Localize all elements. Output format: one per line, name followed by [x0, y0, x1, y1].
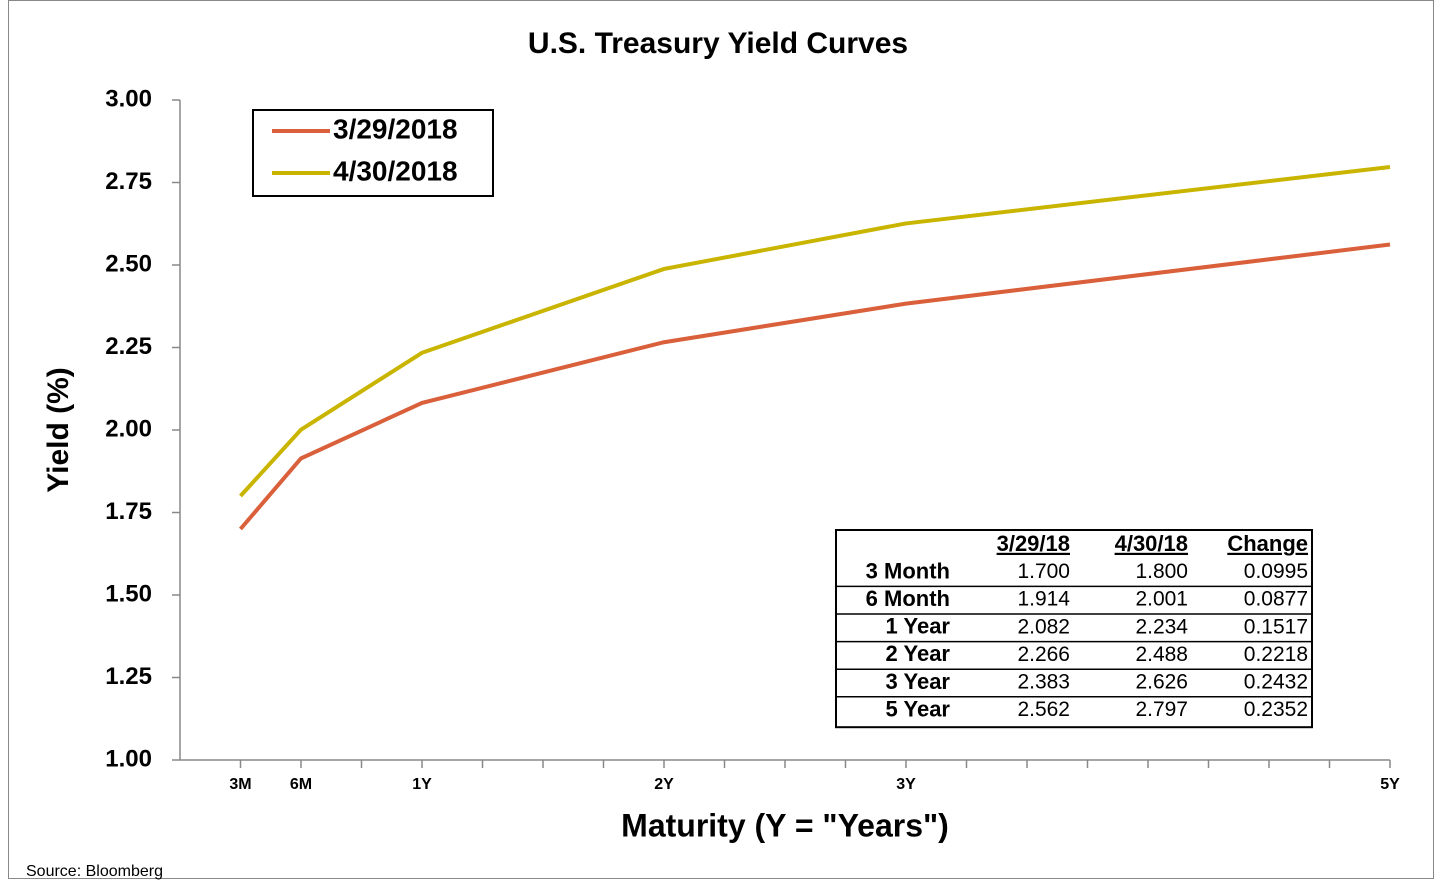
table-cell: 0.2352 — [1244, 698, 1308, 721]
series-line — [238, 242, 1391, 531]
x-tick-label: 6M — [290, 776, 312, 793]
x-tick-label: 1Y — [412, 776, 432, 793]
y-tick-label: 2.25 — [105, 333, 152, 360]
chart-border — [8, 0, 1434, 879]
x-tick-label: 3Y — [896, 776, 916, 793]
table-cell: 2.626 — [1135, 671, 1188, 694]
table-cell: 2.383 — [1017, 671, 1070, 694]
table-cell: 2.562 — [1017, 698, 1070, 721]
legend-box — [252, 109, 494, 197]
table-cell: 1.914 — [1017, 588, 1070, 611]
table-row-label: 5 Year — [886, 696, 951, 721]
table-cell: 1.700 — [1017, 560, 1070, 583]
table-cell: 0.0995 — [1244, 560, 1308, 583]
y-tick-label: 3.00 — [105, 85, 152, 112]
x-axis-label: Maturity (Y = "Years") — [621, 807, 949, 843]
y-tick-label: 2.00 — [105, 415, 152, 442]
table-cell: 0.1517 — [1244, 615, 1308, 638]
table-cell: 0.2218 — [1244, 643, 1308, 666]
table-cell: 2.797 — [1135, 698, 1188, 721]
table-row-label: 3 Month — [866, 558, 950, 583]
y-tick-label: 2.75 — [105, 168, 152, 195]
source-note: Source: Bloomberg — [26, 863, 163, 880]
table-row-label: 2 Year — [886, 641, 951, 666]
y-tick-label: 1.50 — [105, 580, 152, 607]
y-tick-label: 1.75 — [105, 498, 152, 525]
table-row-label: 1 Year — [886, 614, 951, 639]
table-row-label: 3 Year — [886, 669, 951, 694]
x-tick-label: 5Y — [1380, 776, 1400, 793]
table-cell: 2.234 — [1135, 615, 1188, 638]
table-header: 3/29/18 — [997, 531, 1070, 556]
table-box — [835, 529, 1313, 729]
table-row-label: 6 Month — [866, 586, 950, 611]
y-tick-label: 1.00 — [105, 745, 152, 772]
table-cell: 1.800 — [1135, 560, 1188, 583]
table-cell: 2.488 — [1135, 643, 1188, 666]
chart-title: U.S. Treasury Yield Curves — [528, 27, 908, 60]
y-tick-label: 1.25 — [105, 663, 152, 690]
series-line — [239, 165, 1391, 498]
table-cell: 2.001 — [1135, 588, 1188, 611]
x-tick-label: 3M — [229, 776, 251, 793]
table-cell: 2.082 — [1017, 615, 1070, 638]
table-cell: 2.266 — [1017, 643, 1070, 666]
table-cell: 0.2432 — [1244, 671, 1308, 694]
x-tick-label: 2Y — [654, 776, 674, 793]
y-axis-label: Yield (%) — [42, 367, 75, 493]
table-header: 4/30/18 — [1115, 531, 1188, 556]
y-tick-label: 2.50 — [105, 250, 152, 277]
legend-label: 4/30/2018 — [333, 155, 458, 186]
table-header: Change — [1227, 531, 1308, 556]
table-cell: 0.0877 — [1244, 588, 1308, 611]
legend-label: 3/29/2018 — [333, 113, 458, 144]
